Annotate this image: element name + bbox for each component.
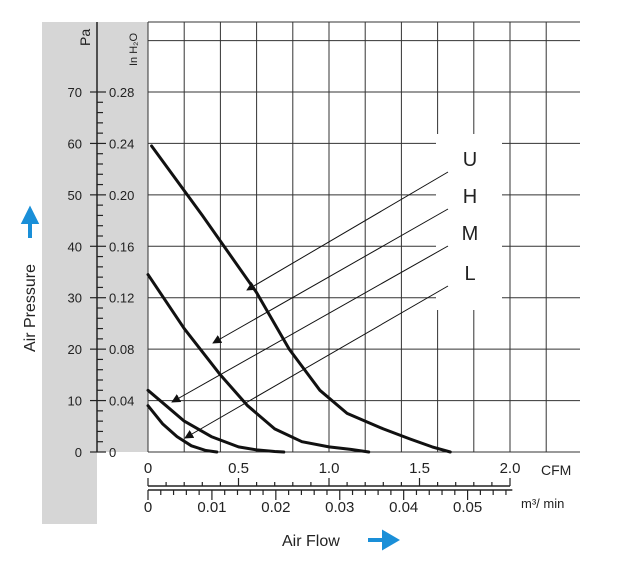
x-axis-title: Air Flow [282, 533, 340, 550]
legend-leaders [171, 171, 449, 439]
x-unit-cfm: CFM [541, 462, 571, 478]
legend-label-l: L [464, 263, 475, 285]
y-tick-label-pa: 40 [68, 239, 82, 254]
x-unit-m3min: m³/ min [521, 496, 564, 511]
x-tick-label-m3min: 0 [144, 499, 152, 516]
y-unit-inh2o: In H₂O [128, 33, 140, 66]
x-tick-label-m3min: 0.03 [325, 499, 354, 516]
y-tick-label-pa: 60 [68, 136, 82, 151]
leader-h [212, 208, 449, 344]
y-tick-label-inh2o: 0.08 [109, 342, 134, 357]
tick-labels: 70 60 50 40 30 20 10 0 0.28 0.24 0.20 0.16 0.12 0.08 0… [68, 85, 521, 516]
x-tick-label-cfm: 0.5 [228, 460, 249, 477]
y-tick-label-pa: 10 [68, 394, 82, 409]
legend-box [436, 134, 502, 310]
curves [146, 144, 452, 454]
legend-label-h: H [463, 186, 477, 208]
y-tick-label-inh2o: 0.24 [109, 136, 134, 151]
y-tick-label-inh2o: 0.28 [109, 85, 134, 100]
secondary-axis-band [97, 488, 580, 524]
x-tick-label-m3min: 0.02 [261, 499, 290, 516]
y-axis-title: Air Pressure [22, 264, 39, 352]
leader-l [184, 285, 449, 439]
y-tick-label-inh2o: 0 [109, 445, 116, 460]
x-tick-label-m3min: 0.05 [453, 499, 482, 516]
legend-label-u: U [463, 149, 477, 171]
axes [90, 22, 513, 500]
x-tick-label-cfm: 1.0 [319, 460, 340, 477]
plot-area [148, 22, 580, 452]
legend-label-m: M [462, 223, 479, 245]
x-axis-arrow-icon [368, 529, 400, 551]
leader-m [171, 245, 449, 403]
x-tick-label-m3min: 0.04 [389, 499, 418, 516]
y-tick-label-inh2o: 0.04 [109, 394, 134, 409]
x-tick-label-cfm: 0 [144, 460, 152, 477]
y-tick-label-inh2o: 0.16 [109, 239, 134, 254]
x-tick-label-cfm: 1.5 [409, 460, 430, 477]
y-tick-label-inh2o: 0.20 [109, 188, 134, 203]
y-tick-label-inh2o: 0.12 [109, 291, 134, 306]
y-tick-label-pa: 0 [75, 445, 82, 460]
curve-h [146, 273, 371, 454]
y-unit-pa: Pa [77, 29, 93, 46]
x-tick-label-cfm: 2.0 [500, 460, 521, 477]
y-axis-arrow-icon [20, 205, 40, 238]
curve-m [146, 388, 286, 454]
leader-u [246, 171, 449, 291]
y-tick-label-pa: 30 [68, 291, 82, 306]
y-tick-label-pa: 20 [68, 342, 82, 357]
y-tick-label-pa: 50 [68, 188, 82, 203]
y-tick-label-pa: 70 [68, 85, 82, 100]
x-tick-label-m3min: 0.01 [197, 499, 226, 516]
curve-l [146, 404, 219, 454]
curve-u [150, 144, 452, 454]
bottom-white-band [97, 452, 580, 488]
